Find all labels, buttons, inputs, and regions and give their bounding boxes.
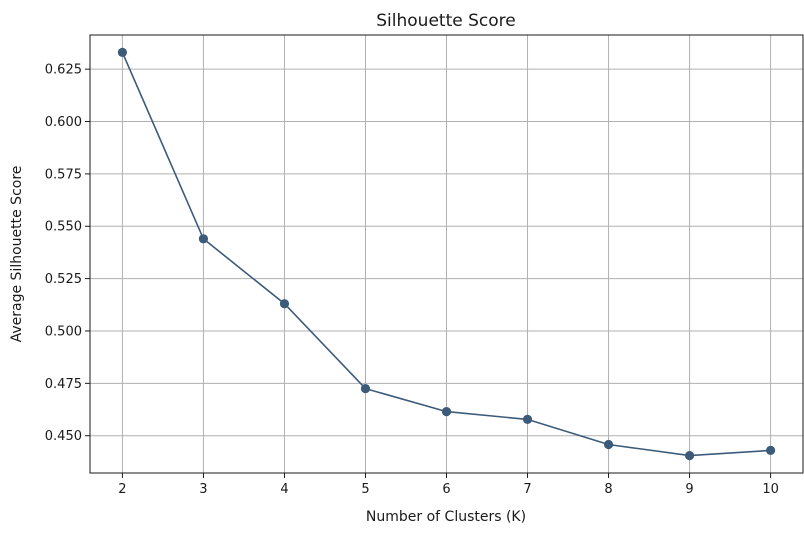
x-tick-label: 4 (280, 482, 288, 497)
data-point (522, 414, 533, 424)
x-tick-label: 6 (442, 482, 450, 497)
x-tick-label: 8 (604, 482, 612, 497)
chart-title: Silhouette Score (376, 11, 515, 31)
x-axis-ticks: 2 3 4 5 6 7 8 9 10 (118, 473, 779, 497)
x-axis-label: Number of Clusters (K) (366, 509, 526, 525)
y-tick-label: 0.450 (45, 429, 82, 444)
data-point (360, 383, 371, 394)
y-tick-label: 0.575 (45, 167, 82, 182)
data-point (684, 451, 695, 461)
x-tick-label: 5 (361, 482, 369, 497)
data-point (765, 445, 776, 455)
data-point (441, 407, 452, 417)
y-tick-label: 0.550 (45, 220, 82, 235)
data-point (279, 299, 290, 309)
y-axis-ticks: 0.450 0.475 0.500 0.525 0.550 0.575 0.600 0.625 (45, 63, 90, 444)
y-tick-label: 0.475 (45, 377, 82, 392)
series-group (117, 47, 776, 461)
grid (90, 35, 803, 473)
y-axis-label: Average Silhouette Score (9, 166, 25, 343)
data-point (117, 47, 128, 57)
x-tick-label: 9 (685, 482, 693, 497)
x-tick-label: 7 (523, 482, 531, 497)
y-tick-label: 0.600 (45, 115, 82, 130)
x-tick-label: 10 (762, 482, 779, 497)
y-tick-label: 0.625 (45, 63, 82, 78)
x-tick-label: 2 (118, 482, 126, 497)
x-tick-label: 3 (199, 482, 207, 497)
data-point (198, 234, 209, 244)
y-tick-label: 0.525 (45, 272, 82, 287)
data-point (603, 439, 614, 450)
y-tick-label: 0.500 (45, 324, 82, 339)
